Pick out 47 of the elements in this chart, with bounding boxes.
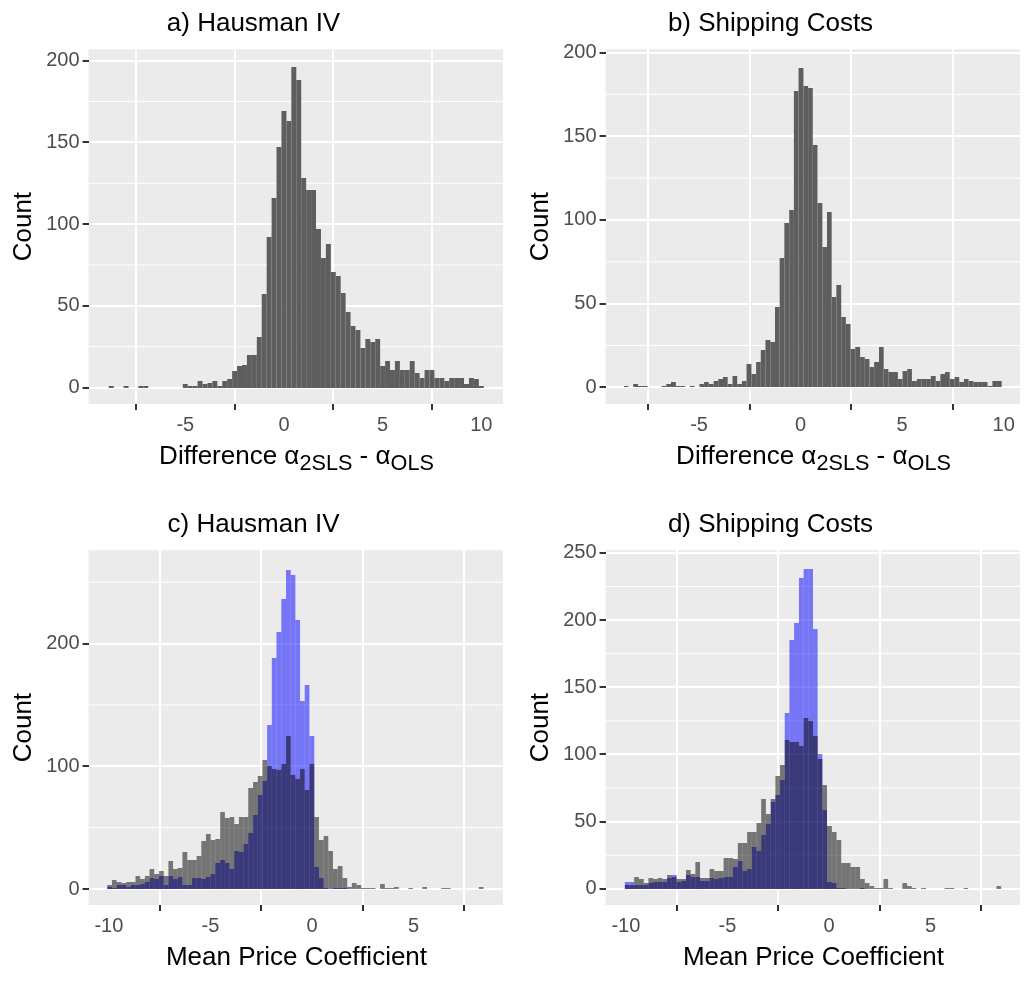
x-tick-label: -10 bbox=[94, 913, 124, 936]
x-tick-label: 5 bbox=[925, 913, 937, 936]
chart-title: d) Shipping Costs bbox=[667, 507, 874, 538]
y-tick-label: 200 bbox=[46, 630, 80, 653]
x-tick-label: 10 bbox=[470, 412, 493, 435]
x-tick-label: -5 bbox=[690, 412, 708, 435]
y-tick-label: 200 bbox=[563, 40, 597, 63]
y-tick-label: 0 bbox=[585, 875, 597, 898]
x-tick-label: 0 bbox=[278, 412, 290, 435]
y-axis-title: Count bbox=[6, 691, 37, 762]
y-tick-label: 0 bbox=[585, 374, 597, 397]
y-tick-label: 150 bbox=[563, 674, 597, 697]
y-tick-label: 250 bbox=[563, 539, 597, 562]
y-tick-label: 50 bbox=[574, 291, 597, 314]
y-tick-label: 50 bbox=[57, 293, 80, 316]
y-tick-label: 50 bbox=[574, 808, 597, 831]
y-tick-label: 200 bbox=[563, 607, 597, 630]
x-tick-label: 0 bbox=[306, 913, 318, 936]
x-tick-label: -5 bbox=[201, 913, 220, 936]
x-tick-label: -10 bbox=[611, 913, 641, 936]
y-tick-label: 0 bbox=[68, 876, 80, 899]
x-tick-label: 5 bbox=[408, 913, 420, 936]
x-axis-title: Difference α$_{2SLS}$ - α$_{OLS}$ bbox=[158, 440, 435, 477]
x-tick-label: -5 bbox=[176, 412, 195, 435]
x-axis-title: Difference α$_{2SLS}$ - α$_{OLS}$ bbox=[675, 440, 952, 477]
y-tick-label: 100 bbox=[46, 211, 80, 234]
x-tick-label: 0 bbox=[795, 412, 807, 435]
x-tick-label: 5 bbox=[896, 412, 908, 435]
y-tick-label: 150 bbox=[563, 123, 597, 146]
y-tick-label: 100 bbox=[563, 741, 597, 764]
y-axis-title: Count bbox=[523, 191, 554, 262]
x-axis-title: Mean Price Coefficient bbox=[681, 940, 946, 972]
y-tick-label: 0 bbox=[68, 375, 80, 398]
chart-title: a) Hausman IV bbox=[166, 6, 341, 37]
chart-title: c) Hausman IV bbox=[167, 507, 341, 538]
y-tick-label: 200 bbox=[46, 48, 80, 71]
x-tick-label: -5 bbox=[718, 913, 737, 936]
x-tick-label: 5 bbox=[377, 412, 389, 435]
y-tick-label: 150 bbox=[46, 129, 80, 152]
x-axis-title: Mean Price Coefficient bbox=[164, 940, 429, 972]
y-axis-title: Count bbox=[6, 191, 37, 262]
chart-title: b) Shipping Costs bbox=[667, 6, 874, 37]
y-tick-label: 100 bbox=[563, 207, 597, 230]
x-tick-label: 0 bbox=[823, 913, 835, 936]
y-tick-label: 100 bbox=[46, 753, 80, 776]
x-tick-label: 10 bbox=[992, 412, 1015, 435]
y-axis-title: Count bbox=[523, 691, 554, 762]
